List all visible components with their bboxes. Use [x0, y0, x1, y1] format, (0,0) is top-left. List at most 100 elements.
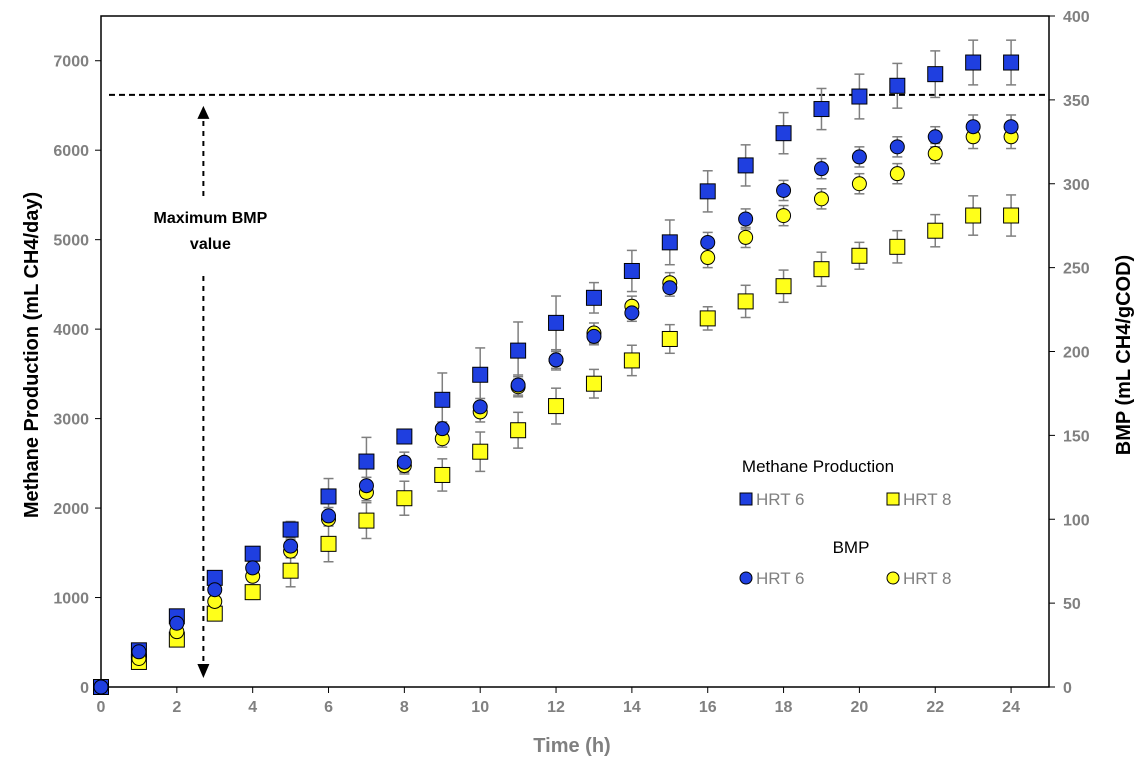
point-bmp-hrt-8: [851, 176, 867, 192]
point-methane-production-hrt-6: [775, 125, 792, 142]
point-methane-production-hrt-8: [737, 293, 754, 310]
point-methane-production-hrt-6: [927, 66, 944, 83]
point-bmp-hrt-6: [321, 508, 337, 524]
point-bmp-hrt-6: [700, 234, 716, 250]
x-tick-label: 22: [926, 699, 944, 716]
point-methane-production-hrt-8: [927, 222, 944, 239]
x-tick-label: 10: [471, 699, 489, 716]
point-methane-production-hrt-8: [320, 535, 337, 552]
point-methane-production-hrt-8: [1003, 207, 1020, 224]
y-right-tick-label: 350: [1063, 93, 1090, 110]
x-tick-label: 16: [699, 699, 717, 716]
point-bmp-hrt-6: [776, 182, 792, 198]
point-bmp-hrt-6: [358, 478, 374, 494]
legend-label: HRT 8: [903, 490, 952, 509]
point-bmp-hrt-6: [662, 280, 678, 296]
y-right-tick-label: 250: [1063, 261, 1090, 278]
y-left-tick-label: 3000: [53, 412, 89, 429]
point-methane-production-hrt-6: [1003, 54, 1020, 71]
point-bmp-hrt-6: [927, 129, 943, 145]
point-bmp-hrt-8: [813, 191, 829, 207]
y-right-tick-label: 150: [1063, 428, 1090, 445]
point-methane-production-hrt-8: [661, 330, 678, 347]
legend-swatch: [886, 492, 900, 506]
x-tick-label: 6: [324, 699, 333, 716]
y-left-tick-label: 1000: [53, 591, 89, 608]
point-bmp-hrt-6: [283, 538, 299, 554]
tick-labels: 0 2 4 6 8 10 12 14 16 18 20 22 240100020003000400050…: [53, 9, 1089, 716]
legend-label: HRT 8: [903, 569, 952, 588]
point-methane-production-hrt-6: [434, 391, 451, 408]
point-methane-production-hrt-8: [623, 352, 640, 369]
point-methane-production-hrt-6: [889, 77, 906, 94]
point-bmp-hrt-6: [851, 149, 867, 165]
y-right-tick-label: 300: [1063, 177, 1090, 194]
point-methane-production-hrt-8: [510, 422, 527, 439]
point-bmp-hrt-6: [813, 161, 829, 177]
point-bmp-hrt-6: [434, 421, 450, 437]
point-bmp-hrt-8: [889, 166, 905, 182]
point-methane-production-hrt-8: [889, 238, 906, 255]
error-bars: [133, 39, 1017, 667]
point-methane-production-hrt-8: [548, 398, 565, 415]
point-bmp-hrt-8: [738, 229, 754, 245]
point-methane-production-hrt-6: [623, 262, 640, 279]
point-bmp-hrt-8: [776, 208, 792, 224]
point-methane-production-hrt-8: [358, 512, 375, 529]
legend: Methane Production HRT 6 HRT 8 BMP HRT 6 HRT …: [739, 457, 952, 588]
y-left-tick-label: 2000: [53, 501, 89, 518]
point-bmp-hrt-6: [548, 352, 564, 368]
point-methane-production-hrt-8: [813, 261, 830, 278]
y-left-tick-label: 0: [80, 680, 89, 697]
annotation-arrow-up-head: [197, 105, 210, 119]
point-methane-production-hrt-6: [737, 157, 754, 174]
point-bmp-hrt-6: [472, 399, 488, 415]
y-right-tick-label: 0: [1063, 680, 1072, 697]
point-methane-production-hrt-6: [396, 428, 413, 445]
point-methane-production-hrt-6: [585, 289, 602, 306]
x-tick-label: 12: [547, 699, 565, 716]
point-methane-production-hrt-8: [282, 562, 299, 579]
point-methane-production-hrt-6: [851, 88, 868, 105]
point-bmp-hrt-6: [624, 305, 640, 321]
point-bmp-hrt-6: [245, 560, 261, 576]
y-left-tick-label: 5000: [53, 233, 89, 250]
point-bmp-hrt-8: [927, 146, 943, 162]
point-methane-production-hrt-6: [699, 183, 716, 200]
point-methane-production-hrt-6: [813, 101, 830, 118]
point-methane-production-hrt-8: [965, 207, 982, 224]
point-methane-production-hrt-8: [775, 278, 792, 295]
point-bmp-hrt-6: [93, 679, 109, 695]
point-methane-production-hrt-6: [358, 453, 375, 470]
legend-swatch: [739, 571, 753, 585]
point-methane-production-hrt-8: [851, 247, 868, 264]
point-methane-production-hrt-6: [244, 545, 261, 562]
point-bmp-hrt-6: [965, 119, 981, 135]
point-methane-production-hrt-8: [434, 466, 451, 483]
point-bmp-hrt-6: [889, 139, 905, 155]
point-methane-production-hrt-6: [661, 234, 678, 251]
annotation-text-line: Maximum BMP: [153, 210, 267, 227]
legend-group-title: BMP: [833, 538, 870, 557]
point-bmp-hrt-6: [396, 454, 412, 470]
point-methane-production-hrt-8: [585, 375, 602, 392]
legend-group-title: Methane Production: [742, 457, 894, 476]
y-left-tick-label: 4000: [53, 322, 89, 339]
point-bmp-hrt-6: [1003, 119, 1019, 135]
annotation-arrow-down-head: [197, 664, 210, 678]
point-bmp-hrt-6: [131, 644, 147, 660]
point-methane-production-hrt-6: [965, 54, 982, 71]
point-methane-production-hrt-8: [472, 443, 489, 460]
legend-swatch: [739, 492, 753, 506]
axes: [95, 15, 1055, 693]
point-methane-production-hrt-6: [548, 314, 565, 331]
x-tick-label: 4: [248, 699, 257, 716]
y-right-tick-label: 400: [1063, 9, 1090, 26]
y-left-tick-label: 6000: [53, 143, 89, 160]
point-methane-production-hrt-8: [699, 310, 716, 327]
y-right-tick-label: 50: [1063, 596, 1081, 613]
point-methane-production-hrt-6: [282, 521, 299, 538]
x-axis-title: Time (h): [533, 735, 610, 757]
annotation-group: Maximum BMP value: [153, 105, 268, 678]
